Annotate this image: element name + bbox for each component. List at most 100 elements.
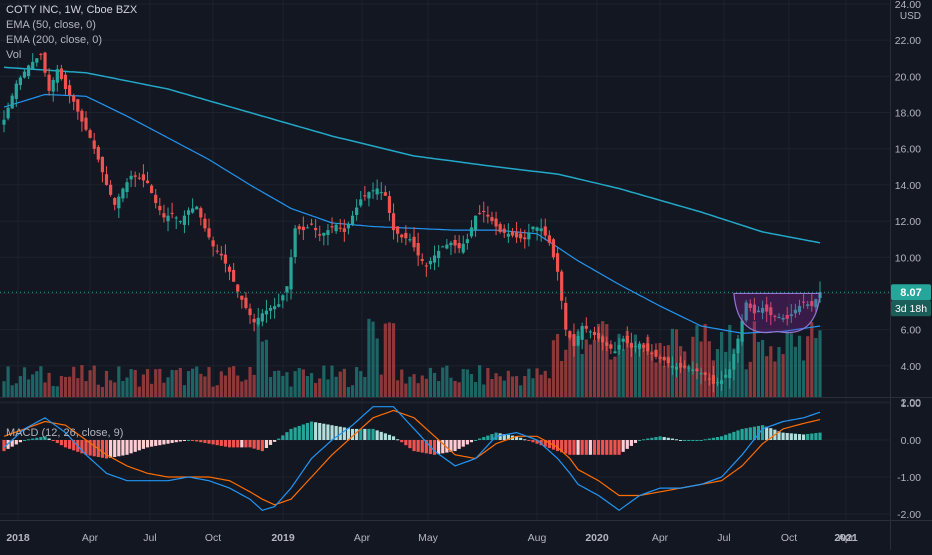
volume-bar (801, 360, 806, 397)
candle-body (227, 266, 232, 272)
macd-histogram-bar (232, 440, 236, 448)
candle-body (461, 243, 465, 253)
macd-histogram-bar (141, 440, 146, 449)
volume-bar (465, 369, 469, 397)
macd-histogram-bar (642, 439, 646, 441)
volume-bar (227, 367, 232, 397)
candle-body (506, 233, 510, 237)
volume-bar (92, 365, 96, 397)
volume-bar (605, 324, 609, 397)
volume-bar (810, 322, 814, 397)
volume-bar (482, 384, 486, 397)
macd-title[interactable]: MACD (12, 26, close, 9) (6, 427, 124, 439)
macd-histogram-bar (113, 440, 117, 458)
ema50-legend[interactable]: EMA (50, close, 0) (6, 19, 96, 31)
macd-histogram-bar (506, 434, 510, 440)
macd-histogram-bar (658, 436, 662, 440)
candle-body (613, 351, 617, 353)
candle-body (174, 217, 178, 219)
candle-body (424, 265, 428, 267)
volume-bar (584, 339, 588, 397)
macd-histogram-bar (453, 440, 457, 452)
volume-bar (256, 321, 260, 397)
candle-body (637, 344, 642, 349)
volume-bar (248, 367, 252, 397)
macd-histogram-bar (248, 440, 252, 448)
time-tick-label: Jul (717, 532, 730, 544)
macd-histogram-bar (334, 425, 338, 440)
time-tick-label: May (418, 532, 439, 544)
macd-histogram-bar (617, 440, 621, 455)
price-tick-label: 20.00 (895, 71, 921, 83)
macd-histogram-bar (166, 440, 170, 444)
volume-bar (318, 378, 322, 397)
price-tick-label: 6.00 (901, 325, 922, 337)
price-tick-label: 4.00 (901, 361, 922, 373)
volume-bar (129, 369, 133, 397)
candle-body (186, 210, 191, 215)
candle-body (469, 227, 474, 237)
volume-bar (555, 333, 560, 397)
volume-bar (510, 376, 515, 397)
volume-bar (10, 385, 14, 397)
volume-bar (646, 336, 650, 397)
price-tick-label: 16.00 (895, 144, 921, 156)
macd-histogram-bar (789, 433, 793, 440)
candle-body (326, 230, 330, 235)
macd-histogram-bar (502, 434, 506, 440)
candle-body (801, 301, 806, 303)
volume-bar (633, 334, 638, 397)
candle-body (232, 270, 236, 282)
macd-histogram-bar (170, 440, 174, 443)
candle-body (605, 342, 609, 346)
candle-body (236, 284, 240, 292)
candle-body (736, 338, 740, 354)
symbol-title[interactable]: COTY INC, 1W, Cboe BZX (6, 4, 138, 16)
volume-bar (662, 366, 666, 397)
macd-histogram-bar (125, 440, 129, 455)
candle-body (47, 74, 51, 91)
volume-bar (432, 372, 437, 397)
macd-histogram-bar (736, 430, 740, 440)
volume-bar (744, 369, 748, 397)
candle-body (109, 184, 113, 195)
candle-body (703, 372, 707, 375)
macd-histogram-bar (359, 428, 363, 440)
macd-histogram-bar (404, 440, 408, 446)
candle-body (297, 226, 301, 230)
volume-bars (2, 318, 822, 397)
volume-legend[interactable]: Vol (6, 49, 22, 61)
macd-histogram-bar (662, 437, 666, 440)
macd-histogram-bar (31, 438, 35, 440)
macd-histogram-bar (633, 440, 638, 443)
macd-histogram-bar (391, 436, 396, 440)
candle-body (473, 215, 478, 231)
countdown-tag-bg (891, 300, 931, 317)
candle-body (543, 226, 547, 236)
candle-body (117, 196, 121, 209)
candle-body (219, 253, 223, 256)
macd-histogram-bar (568, 440, 572, 455)
volume-bar (109, 380, 113, 397)
volume-bar (27, 379, 31, 397)
candle-body (453, 239, 457, 246)
candle-body (244, 297, 248, 308)
candle-body (621, 338, 625, 342)
macd-histogram-bar (806, 433, 810, 440)
volume-bar (186, 371, 191, 397)
candle-body (584, 325, 588, 329)
macd-pane (0, 402, 890, 515)
volume-bar (191, 368, 195, 397)
volume-bar (408, 376, 412, 397)
candle-body (350, 215, 355, 226)
cup-pattern-annotation[interactable] (733, 292, 821, 334)
macd-histogram-bar (355, 428, 359, 440)
candle-body (43, 52, 47, 73)
candle-body (658, 357, 662, 359)
macd-histogram-bar (621, 440, 625, 452)
volume-bar (502, 380, 506, 397)
ema200-legend[interactable]: EMA (200, close, 0) (6, 34, 102, 46)
macd-histogram-bar (55, 440, 59, 443)
